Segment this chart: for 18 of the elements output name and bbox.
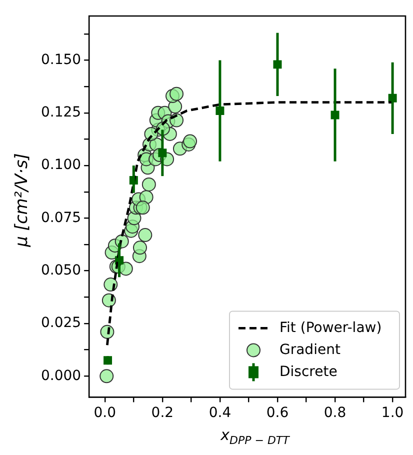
y-tick-label: 0.000 (40, 368, 82, 384)
x-tick-label: 0.4 (208, 405, 232, 422)
legend-label: Gradient (280, 342, 341, 358)
x-tick-label: 1.0 (381, 405, 404, 422)
x-tick-label: 0.8 (324, 405, 346, 422)
legend-label: Discrete (280, 364, 338, 380)
x-tick-label: 0.2 (151, 405, 174, 422)
x-tick-label: 0.6 (266, 405, 289, 422)
y-tick-label: 0.150 (40, 52, 82, 68)
y-tick-label: 0.050 (40, 262, 82, 278)
y-tick-label: 0.075 (40, 210, 82, 226)
y-tick-label: 0.025 (40, 315, 82, 332)
y-tick-label: 0.100 (40, 157, 82, 174)
legend-label: Fit (Power-law) (280, 320, 382, 336)
x-axis-title: x$_{DPP − DTT}$ (220, 426, 291, 447)
x-tick-label: 0.0 (94, 405, 116, 422)
y-axis-title: μ [cm²/V·s] (12, 153, 32, 247)
y-tick-label: 0.125 (40, 104, 82, 121)
